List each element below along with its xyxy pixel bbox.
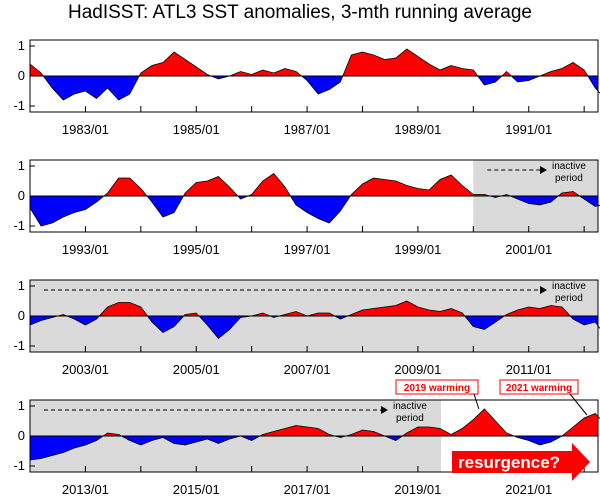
inactive-period-label: period [555,293,583,304]
y-tick-label: 0 [18,308,25,323]
panel-4: -1 0 1 2013/01 2015/01 2017/01 2019/01 2021/01 i… [13,379,600,497]
y-tick-label: -1 [13,458,25,473]
y-tick-label: -1 [13,218,25,233]
arrow-head-icon [540,166,547,174]
x-tick-label: 2021/01 [505,482,552,497]
anomaly-line [29,408,600,461]
panel-3: -1 0 1 2003/01 2005/01 2007/01 2009/01 2011/01 i… [13,278,600,377]
x-tick-label: 2005/01 [173,362,220,377]
y-tick-label: 1 [18,398,25,413]
anomaly-line [29,48,600,101]
anomaly-line [29,300,600,340]
callout-2019-warming: 2019 warming [404,383,470,394]
y-tick-label: -1 [13,338,25,353]
y-tick-label: 1 [18,38,25,53]
x-tick-label: 2017/01 [284,482,331,497]
x-tick-label: 2019/01 [394,482,441,497]
x-tick-label: 2001/01 [505,242,552,257]
x-tick-label: 1997/01 [284,242,331,257]
x-tick-label: 1993/01 [62,242,109,257]
resurgence-label: resurgence? [458,453,560,472]
arrow-head-icon [540,286,547,294]
negative-anomaly-area [30,196,598,226]
x-tick-label: 2013/01 [62,482,109,497]
inactive-period-label: period [555,173,583,184]
callout-box-2019 [395,379,479,395]
x-tick-label: 2009/01 [394,362,441,377]
positive-anomaly-area [30,49,598,76]
callout-leader [569,393,588,416]
x-tick-label: 1999/01 [394,242,441,257]
x-tick-label: 1989/01 [394,122,441,137]
callout-2021-warming: 2021 warming [506,383,572,394]
x-tick-label: 2007/01 [284,362,331,377]
callout-leader [473,393,480,410]
y-tick-label: 0 [18,188,25,203]
inactive-period-label: inactive [393,401,427,412]
callout-box-2021 [499,379,579,395]
x-tick-label: 1985/01 [173,122,220,137]
y-tick-label: 1 [18,278,25,293]
x-tick-label: 2011/01 [506,362,552,377]
x-tick-label: 2003/01 [62,362,109,377]
panel-2: -1 0 1 1993/01 1995/01 1997/01 1999/01 2001/01 i… [13,158,600,257]
chart-title: HadISST: ATL3 SST anomalies, 3-mth runni… [68,2,532,23]
x-tick-label: 1987/01 [284,122,331,137]
y-tick-label: 0 [18,428,25,443]
x-tick-label: 1995/01 [173,242,220,257]
y-tick-label: -1 [13,98,25,113]
negative-anomaly-area [30,76,598,100]
positive-anomaly-area [30,409,598,436]
inactive-period-label: period [396,413,424,424]
y-tick-label: 1 [18,158,25,173]
positive-anomaly-area [30,301,598,316]
negative-anomaly-area [30,316,598,339]
positive-anomaly-area [30,173,598,196]
x-tick-label: 1983/01 [62,122,109,137]
x-tick-label: 2015/01 [173,482,220,497]
resurgence-arrow-icon [452,443,590,481]
y-tick-label: 0 [18,68,25,83]
arrow-head-icon [380,406,388,414]
x-tick-label: 1991/01 [505,122,552,137]
inactive-period-label: inactive [552,281,586,292]
inactive-period-label: inactive [552,161,586,172]
panel-1: -1 0 1 1983/01 1985/01 1987/01 1989/01 1991/01 [13,38,600,137]
